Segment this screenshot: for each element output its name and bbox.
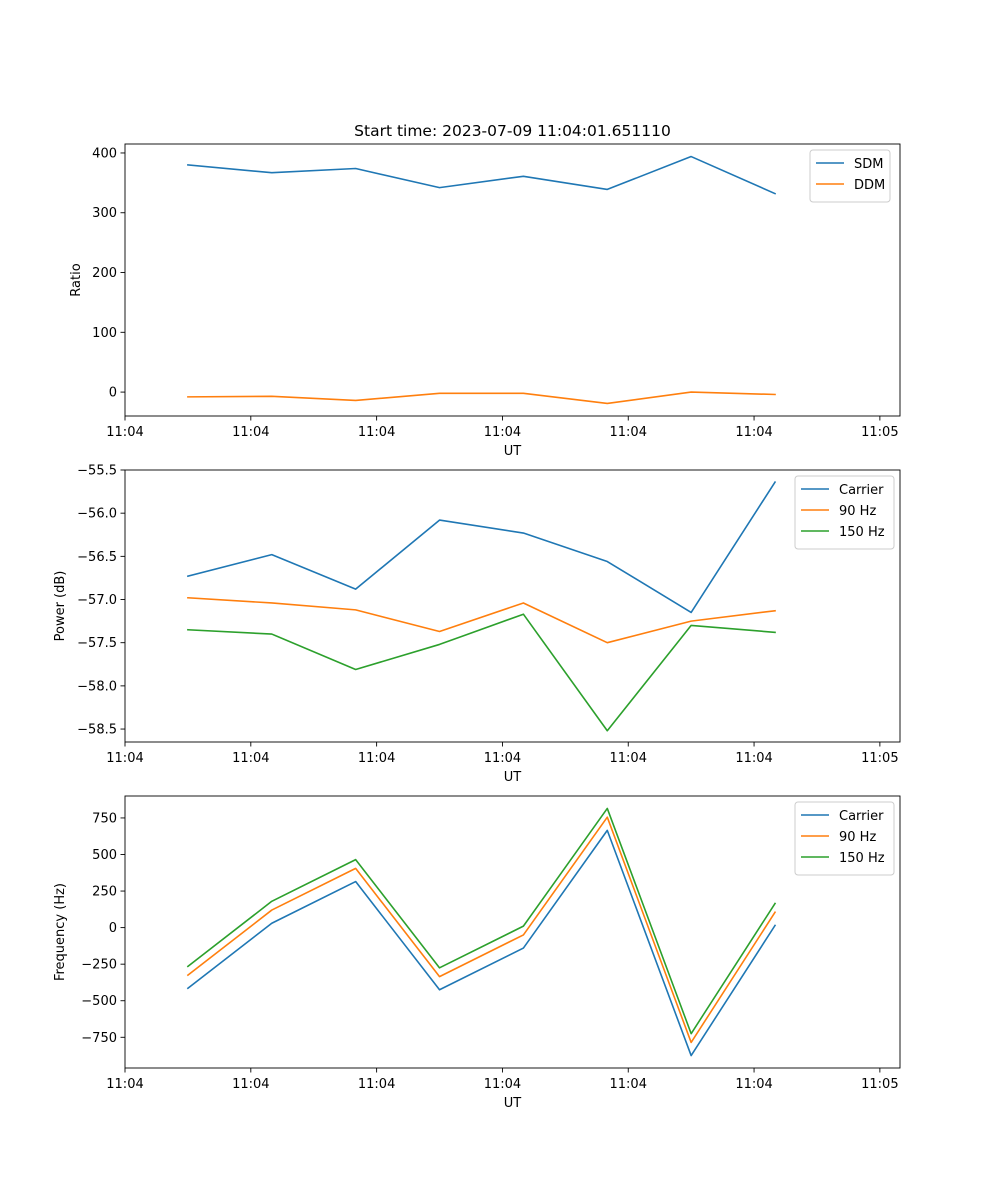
y-tick-label: 250 [92,885,117,900]
x-axis-label: UT [504,444,522,459]
series-line-150-hz [186,807,777,1035]
plot-frame [124,469,901,743]
x-tick-label: 11:04 [232,1077,269,1092]
x-tick-label: 11:04 [484,425,521,440]
x-tick-label: 11:04 [232,425,269,440]
x-tick-label: 11:04 [358,1077,395,1092]
legend-label: 90 Hz [839,830,876,845]
legend-label: Carrier [839,483,884,498]
y-tick-label: −56.5 [77,550,117,565]
x-tick-label: 11:04 [610,425,647,440]
legend-label: 150 Hz [839,525,885,540]
x-axis-label: UT [504,1096,522,1111]
x-tick-label: 11:04 [358,425,395,440]
legend: SDM DDM [809,149,891,203]
x-tick-label: 11:04 [484,1077,521,1092]
series-line-carrier [186,829,777,1057]
y-tick-label: −58.5 [77,723,117,738]
y-tick-label: 500 [92,848,117,863]
chart-panel-3: 11:04 11:04 11:04 11:04 11:04 11:04 11:05 −750 −… [53,795,901,1111]
x-tick-label: 11:04 [358,751,395,766]
chart-panel-2: 11:04 11:04 11:04 11:04 11:04 11:04 11:05 −58.5… [53,464,901,785]
x-tick-label: 11:04 [232,751,269,766]
series-line-sdm [187,155,777,195]
y-tick-label: 750 [92,811,117,826]
y-tick-label: 400 [92,146,117,161]
series-line-90-hz [187,596,776,644]
x-tick-label: 11:04 [106,425,143,440]
series-line-150-hz [187,613,776,732]
y-tick-label: −58.0 [77,679,117,694]
x-tick-label: 11:05 [861,751,898,766]
y-tick-label: 0 [109,386,117,401]
y-tick-label: 0 [109,921,117,936]
x-tick-label: 11:04 [735,425,772,440]
y-tick-label: 100 [92,326,117,341]
y-tick-label: −56.0 [77,507,117,522]
plot-frame [124,143,901,417]
x-tick-label: 11:04 [610,751,647,766]
legend-label: SDM [854,157,883,172]
x-tick-label: 11:04 [484,751,521,766]
x-axis-label: UT [504,770,522,785]
series-line-ddm [187,391,776,405]
x-tick-label: 11:04 [610,1077,647,1092]
x-tick-label: 11:05 [861,425,898,440]
x-tick-label: 11:04 [735,1077,772,1092]
legend-label: DDM [854,178,885,193]
y-axis-label: Power (dB) [53,571,68,642]
x-tick-label: 11:04 [106,751,143,766]
y-tick-label: −500 [81,994,117,1009]
y-axis-label: Frequency (Hz) [53,883,68,981]
series-line-90-hz [186,816,777,1044]
plot-frame [124,795,901,1069]
y-tick-label: −55.5 [77,464,117,479]
x-tick-label: 11:05 [861,1077,898,1092]
charts: 11:04 11:04 11:04 11:04 11:04 11:04 11:05 0 100 2… [53,143,901,1111]
y-tick-label: 200 [92,266,117,281]
legend-label: 90 Hz [839,504,876,519]
x-tick-label: 11:04 [735,751,772,766]
y-tick-label: −250 [81,958,117,973]
x-tick-label: 11:04 [106,1077,143,1092]
y-tick-label: −750 [81,1031,117,1046]
y-tick-label: 300 [92,206,117,221]
figure-title: Start time: 2023-07-09 11:04:01.651110 [354,122,671,140]
legend-label: Carrier [839,809,884,824]
legend: Carrier 90 Hz 150 Hz [794,475,895,550]
legend-label: 150 Hz [839,851,885,866]
y-tick-label: −57.5 [77,636,117,651]
series-line-carrier [186,480,777,614]
y-tick-label: −57.0 [77,593,117,608]
legend: Carrier 90 Hz 150 Hz [794,801,895,876]
chart-panel-1: 11:04 11:04 11:04 11:04 11:04 11:04 11:05 0 100 2… [69,143,901,459]
y-axis-label: Ratio [69,263,84,296]
